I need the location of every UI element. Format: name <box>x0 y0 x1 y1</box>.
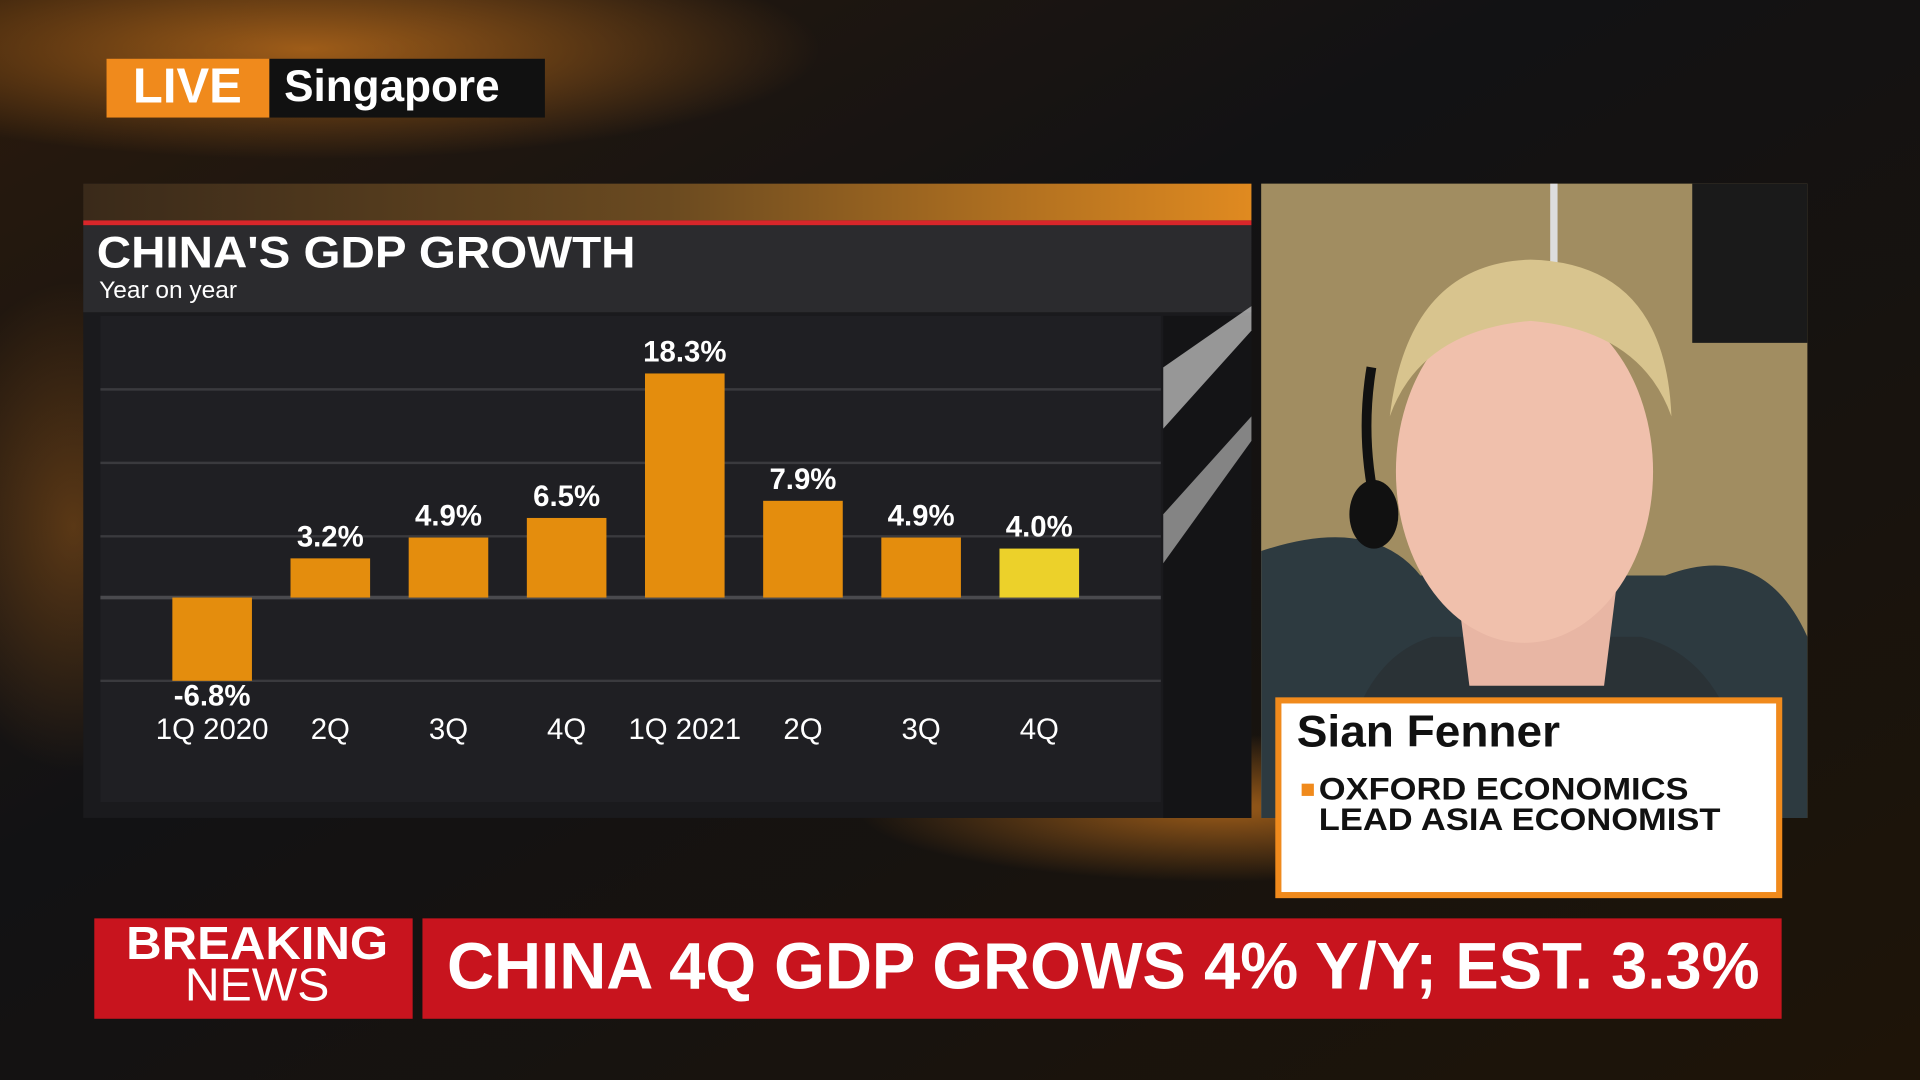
guest-name: Sian Fenner <box>1297 707 1560 756</box>
x-tick-label: 3Q <box>429 713 468 746</box>
value-label: 3.2% <box>297 521 364 554</box>
x-tick-label: 4Q <box>1020 713 1059 746</box>
guest-affiliation: OXFORD ECONOMICS <box>1319 770 1689 806</box>
value-label: 4.0% <box>1006 511 1073 544</box>
location-badge <box>269 58 545 118</box>
guest-role: LEAD ASIA ECONOMIST <box>1319 801 1721 837</box>
chart-title: CHINA'S GDP GROWTH <box>97 229 636 278</box>
x-tick-label: 2Q <box>783 713 822 746</box>
location-label: Singapore <box>284 62 500 111</box>
video-object <box>1550 183 1558 270</box>
live-label: LIVE <box>133 59 242 113</box>
live-badge <box>106 58 270 118</box>
x-tick-label: 1Q 2020 <box>156 713 269 746</box>
news-label: NEWS <box>185 958 329 1010</box>
bars: 1Q 2020-6.8% 2Q 3.2% 3Q 4.9% 4Q 6.5% 1Q 2021 18.… <box>100 336 1161 746</box>
value-label: -6.8% <box>174 680 251 713</box>
chart-top-stripe <box>83 183 1252 221</box>
breaking-label: BREAKING <box>126 917 388 969</box>
plot-area <box>100 315 1161 803</box>
bar <box>172 597 252 681</box>
video-headset <box>1349 480 1399 549</box>
value-label: 4.9% <box>415 500 482 533</box>
x-tick-label: 4Q <box>547 713 586 746</box>
chart-subtitle: Year on year <box>99 277 237 304</box>
bar <box>999 548 1080 598</box>
bar <box>408 537 489 598</box>
breaking-badge <box>94 918 413 1019</box>
value-label: 6.5% <box>533 480 600 513</box>
chart-header <box>83 225 1252 313</box>
x-tick-label: 1Q 2021 <box>628 713 741 746</box>
bar <box>763 500 843 598</box>
bar <box>881 537 961 598</box>
grid <box>100 388 1161 683</box>
headline: CHINA 4Q GDP GROWS 4% Y/Y; EST. 3.3% <box>447 929 1760 1003</box>
x-tick-label: 2Q <box>311 713 350 746</box>
bar <box>526 517 607 598</box>
bar <box>290 558 371 598</box>
value-label: 7.9% <box>769 463 836 496</box>
video-face <box>1395 300 1654 643</box>
value-label: 18.3% <box>643 336 726 369</box>
guest-bullet <box>1301 783 1314 796</box>
video-object <box>1692 183 1808 343</box>
chart-side-stripe <box>1163 416 1252 564</box>
video-hair <box>1389 259 1672 417</box>
bar <box>645 373 725 598</box>
guest-card <box>1275 697 1783 899</box>
x-tick-label: 3Q <box>902 713 941 746</box>
headline-bar <box>422 918 1782 1019</box>
chart-side-stripe <box>1163 306 1252 429</box>
chart-red-rule <box>83 220 1252 226</box>
value-label: 4.9% <box>888 500 955 533</box>
